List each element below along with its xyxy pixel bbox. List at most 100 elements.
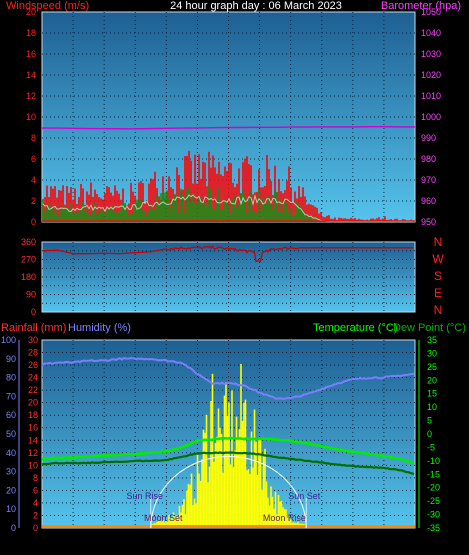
rain-tick-label: 28 (28, 348, 38, 358)
rain-tick-label: 14 (28, 435, 38, 445)
rain-tick-label: 20 (28, 398, 38, 408)
rain-tick-label: 0 (33, 523, 38, 533)
time-tick-label: 22 (379, 230, 389, 240)
temperature-tick-label: -10 (427, 456, 440, 466)
windspeed-tick-label: 18 (26, 28, 36, 38)
temperature-tick-label: -5 (427, 442, 435, 452)
barometer-tick-label: 980 (421, 154, 436, 164)
time-tick-label: 10 (192, 537, 202, 547)
compass-label-n: N (434, 303, 443, 317)
windspeed-tick-label: 10 (26, 112, 36, 122)
rain-baseline (42, 525, 415, 528)
time-tick-label: 06 (130, 230, 140, 240)
compass-label-s: S (434, 269, 442, 283)
barometer-ticks: 950 960 970 980 990 1000 1010 1020 1030 1040 1050 (421, 7, 441, 227)
sun-rise-label: Sun Rise (127, 491, 164, 501)
time-tick-label: 02 (68, 230, 78, 240)
direction-tick-label: 180 (21, 272, 36, 282)
barometer-tick-label: 950 (421, 217, 436, 227)
rain-tick-label: 10 (28, 460, 38, 470)
temperature-tick-label: -30 (427, 510, 440, 520)
windspeed-tick-label: 8 (31, 133, 36, 143)
time-tick-label: 12 (223, 230, 233, 240)
humidity-tick-label: 30 (6, 467, 16, 477)
windspeed-tick-label: 0 (31, 217, 36, 227)
barometer-tick-label: 970 (421, 175, 436, 185)
barometer-tick-label: 1040 (421, 28, 441, 38)
humidity-tick-label: 100 (1, 335, 16, 345)
barometer-tick-label: 1020 (421, 70, 441, 80)
humidity-tick-label: 90 (6, 354, 16, 364)
sun-path-arc (150, 456, 307, 529)
time-tick-label: 16 (286, 230, 296, 240)
compass-label-n: N (434, 235, 443, 249)
wind-lines (42, 125, 415, 223)
wind-direction-line (43, 244, 414, 263)
barometer-tick-label: 960 (421, 196, 436, 206)
dewpoint-line (41, 451, 415, 476)
rain-tick-label: 30 (28, 335, 38, 345)
time-tick-label: 20 (348, 537, 358, 547)
windspeed-tick-label: 4 (31, 175, 36, 185)
windspeed-tick-label: 14 (26, 70, 36, 80)
temperature-tick-label: 0 (427, 429, 432, 439)
dewpoint-axis-title: Dew Point (°C) (393, 322, 466, 334)
windspeed-axis-title: Windspeed (m/s) (6, 0, 89, 12)
humidity-ticks: 0 10 20 30 40 50 60 70 80 90 100 (1, 335, 20, 533)
barometer-tick-label: 1030 (421, 49, 441, 59)
windspeed-tick-label: 6 (31, 154, 36, 164)
barometer-axis-title: Barometer (hpa) (381, 0, 461, 12)
direction-line (43, 244, 414, 263)
barometer-tick-label: 1050 (421, 7, 441, 17)
temperature-tick-label: -35 (427, 523, 440, 533)
wind-speed-bars (42, 150, 414, 222)
temperature-tick-label: 30 (427, 348, 437, 358)
temp-lines (41, 357, 415, 476)
direction-tick-label: 270 (21, 255, 36, 265)
windspeed-tick-label: 2 (31, 196, 36, 206)
direction-plot-area (41, 241, 416, 313)
solar-area (42, 364, 415, 528)
compass-label-e: E (434, 286, 442, 300)
temperature-line (41, 436, 415, 465)
humidity-tick-label: 80 (6, 373, 16, 383)
temperature-tick-label: 35 (427, 335, 437, 345)
humidity-tick-label: 70 (6, 391, 16, 401)
time-tick-label: 04 (99, 537, 109, 547)
time-tick-label: 08 (161, 537, 171, 547)
rain-humidity-temp-panel: Sun Rise Sun Set Moon Set Moon Rise 0 10 2… (1, 335, 440, 547)
time-tick-label: 08 (161, 230, 171, 240)
time-tick-label: 12 (223, 537, 233, 547)
wind-average-line (42, 194, 413, 223)
humidity-axis-title: Humidity (%) (68, 322, 131, 334)
barometer-line (42, 125, 415, 130)
windspeed-ticks: 0 2 4 6 8 10 12 14 16 18 20 (26, 7, 36, 227)
temperature-tick-label: -15 (427, 469, 440, 479)
time-tick-label: 18 (317, 230, 327, 240)
windspeed-tick-label: 16 (26, 49, 36, 59)
chart-title: 24 hour graph day : 06 March 2023 (170, 0, 342, 12)
moon-rise-label: Moon Rise (263, 513, 306, 523)
time-tick-label: 22 (379, 537, 389, 547)
time-tick-label: 14 (255, 230, 265, 240)
moon-set-label: Moon Set (144, 513, 183, 523)
time-tick-label: 00 (410, 537, 420, 547)
time-tick-label: 00 (410, 230, 420, 240)
time-tick-label: 14 (255, 537, 265, 547)
rain-tick-label: 18 (28, 410, 38, 420)
temperature-ticks: -35 -30 -25 -20 -15 -10 -5 0 5 10 15 20 25 30 35 (418, 335, 440, 533)
time-tick-label: 06 (130, 537, 140, 547)
barometer-tick-label: 1010 (421, 91, 441, 101)
rain-tick-label: 12 (28, 448, 38, 458)
temperature-tick-label: 15 (427, 389, 437, 399)
direction-tick-label: 0 (31, 307, 36, 317)
direction-tick-label: 90 (26, 290, 36, 300)
temperature-tick-label: 10 (427, 402, 437, 412)
time-tick-label: 16 (286, 537, 296, 547)
rain-tick-label: 24 (28, 373, 38, 383)
